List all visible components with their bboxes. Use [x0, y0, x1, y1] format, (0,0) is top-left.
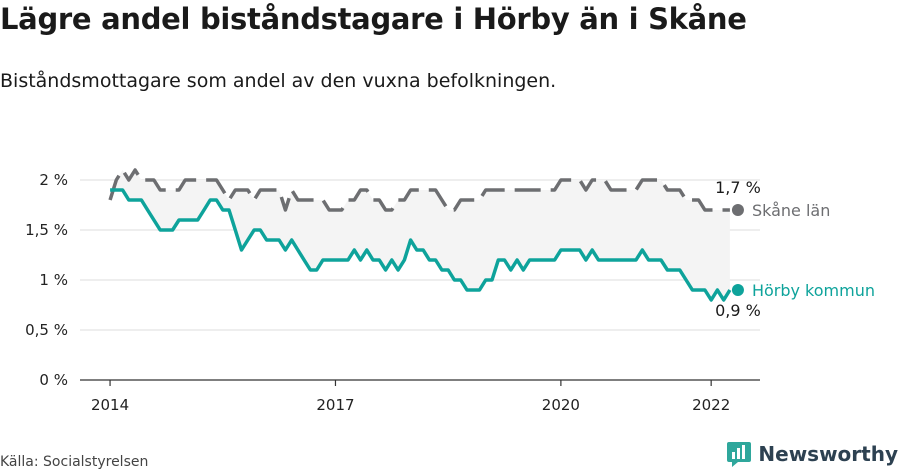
series-line-skane	[108, 168, 730, 212]
x-tick-label: 2022	[692, 396, 730, 414]
end-value-label: 0,9 %	[715, 301, 761, 320]
x-tick-label: 2014	[91, 396, 129, 414]
end-value-label: 1,7 %	[715, 178, 761, 197]
chart-subtitle: Biståndsmottagare som andel av den vuxna…	[0, 70, 557, 92]
y-tick-label: 2 %	[39, 171, 68, 189]
y-tick-label: 0,5 %	[25, 321, 68, 339]
source-note: Källa: Socialstyrelsen	[0, 454, 149, 470]
x-tick-label: 2020	[542, 396, 580, 414]
y-axis: 0 % 0,5 % 1 % 1,5 % 2 %	[25, 171, 68, 389]
x-axis: 2014 2017 2020 2022	[80, 379, 760, 414]
y-tick-label: 0 %	[39, 371, 68, 389]
brand-logo: Newsworthy	[726, 440, 898, 468]
end-point	[731, 204, 744, 216]
difference-band	[110, 170, 730, 300]
x-tick-label: 2017	[316, 396, 354, 414]
brand-name: Newsworthy	[758, 442, 898, 466]
y-tick-label: 1 %	[39, 271, 68, 289]
chart-title: Lägre andel biståndstagare i Hörby än i …	[0, 2, 747, 36]
series-line-horby	[110, 188, 732, 302]
end-point	[731, 284, 744, 296]
series-name-label: Hörby kommun	[752, 281, 875, 300]
newsworthy-logo-icon	[727, 442, 752, 467]
y-tick-label: 1,5 %	[25, 221, 68, 239]
series-lines	[108, 168, 732, 302]
series-name-label: Skåne län	[752, 201, 830, 220]
